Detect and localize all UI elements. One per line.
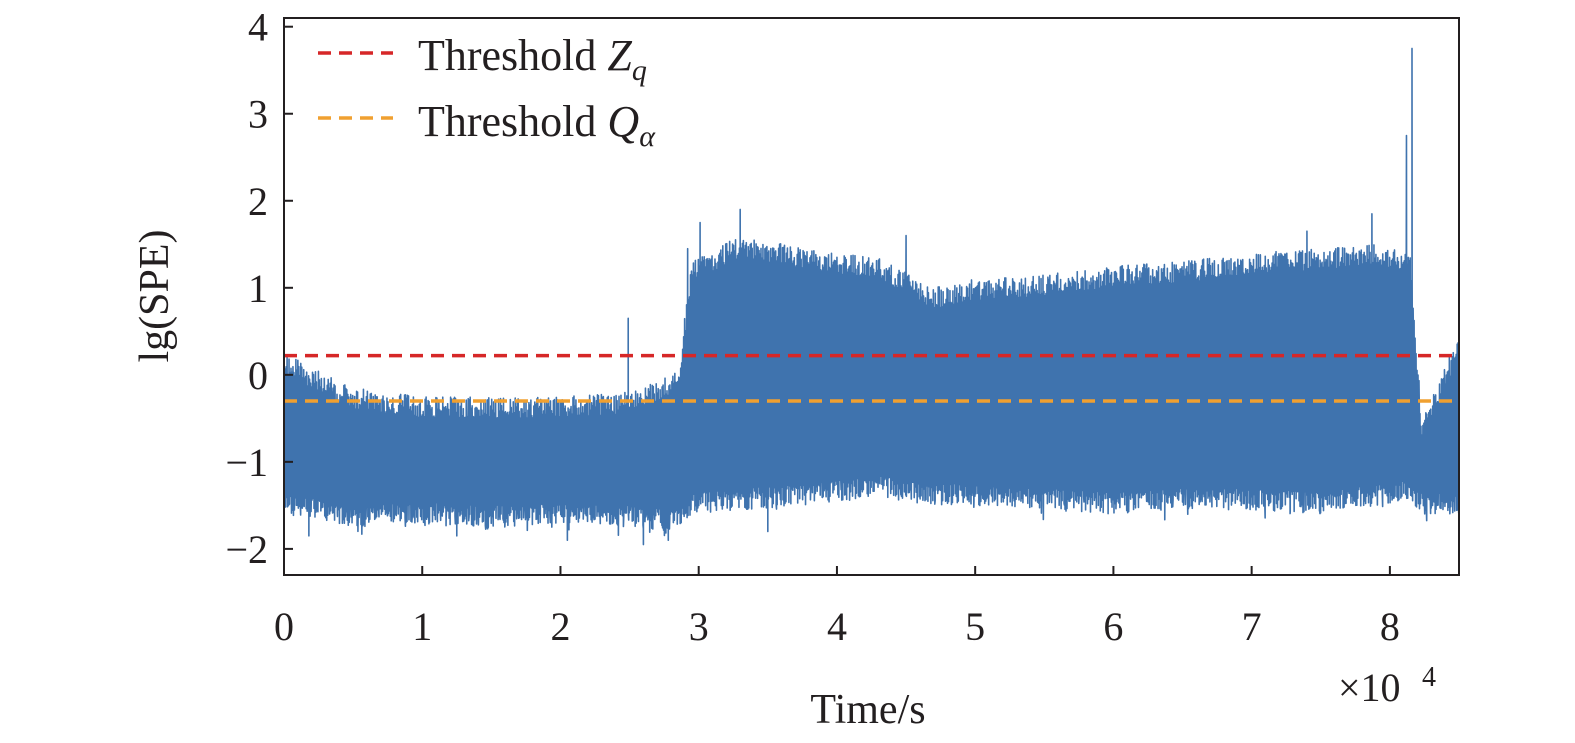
spe-series-line	[284, 47, 1459, 546]
legend-entry-threshold-qa: Threshold Qα	[318, 97, 656, 153]
legend: Threshold Zq Threshold Qα	[318, 31, 656, 153]
x-tick-label: 6	[1103, 604, 1123, 649]
y-tick-label: 0	[248, 353, 268, 398]
plot-frame	[283, 17, 1460, 576]
x-tick-label: 4	[827, 604, 847, 649]
x-tick-label: 3	[689, 604, 709, 649]
x-tick-label: 5	[965, 604, 985, 649]
series-layer	[284, 47, 1459, 546]
y-tick-label: −1	[225, 440, 268, 485]
x-axis: 0 1 2 3 4 5 6 7 8	[274, 566, 1400, 649]
legend-label-zq: Threshold Zq	[418, 31, 647, 87]
x-tick-label: 8	[1380, 604, 1400, 649]
y-tick-label: 3	[248, 92, 268, 137]
x-multiplier-base: ×10	[1338, 665, 1401, 710]
x-axis-multiplier: ×10 4	[1338, 662, 1436, 710]
legend-label-qa: Threshold Qα	[418, 97, 656, 153]
y-axis-title: lg(SPE)	[132, 229, 178, 362]
y-tick-label: 4	[248, 5, 268, 50]
legend-entry-threshold-zq: Threshold Zq	[318, 31, 647, 87]
y-tick-label: −2	[225, 527, 268, 572]
threshold-layer	[284, 353, 1459, 403]
y-tick-label: 1	[248, 266, 268, 311]
y-axis: −2 −1 0 1 2 3 4	[225, 5, 293, 572]
x-tick-label: 0	[274, 604, 294, 649]
x-tick-label: 7	[1242, 604, 1262, 649]
x-tick-label: 1	[412, 604, 432, 649]
x-multiplier-exponent: 4	[1422, 662, 1436, 693]
x-axis-title: Time/s	[810, 687, 925, 733]
y-tick-label: 2	[248, 179, 268, 224]
x-tick-label: 2	[550, 604, 570, 649]
